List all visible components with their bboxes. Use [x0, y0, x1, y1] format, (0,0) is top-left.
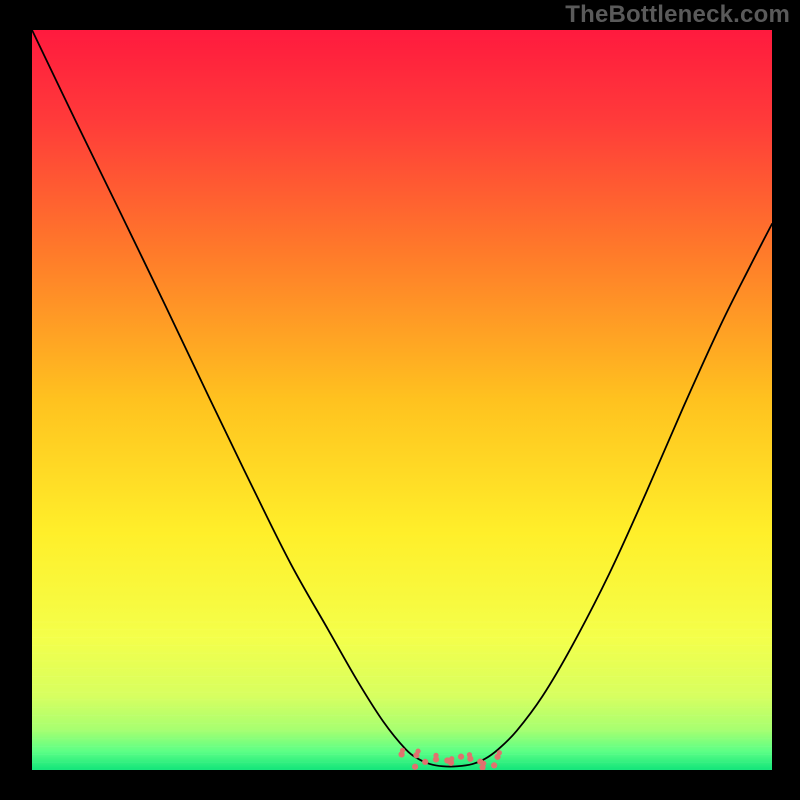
plot-area [32, 30, 772, 770]
plot-svg [32, 30, 772, 770]
watermark-text: TheBottleneck.com [565, 1, 790, 29]
chart-frame: TheBottleneck.com [0, 0, 800, 800]
gradient-background [32, 30, 772, 770]
